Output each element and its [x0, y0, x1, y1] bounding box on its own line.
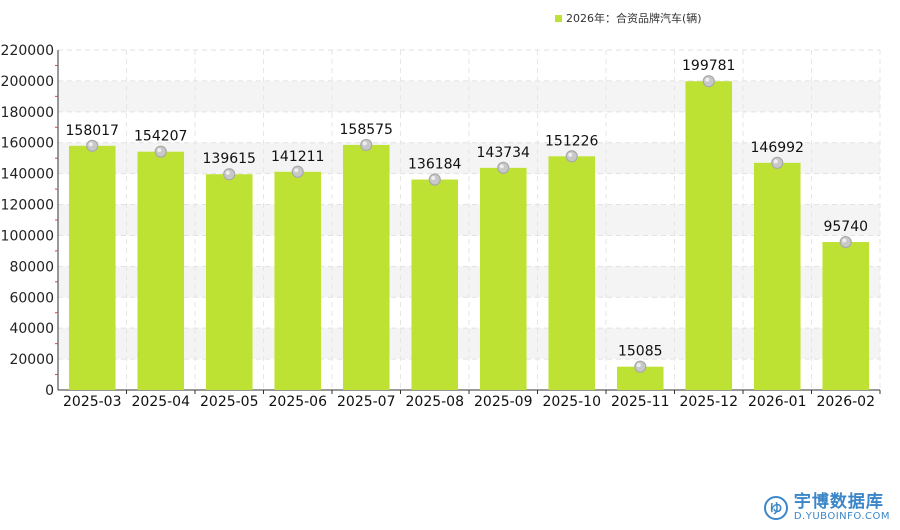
bar: [411, 179, 459, 390]
y-tick-label: 80000: [9, 259, 54, 275]
x-tick-label: 2025-06: [269, 394, 328, 410]
value-label: 199781: [682, 58, 735, 74]
y-tick-label: 180000: [1, 105, 54, 121]
x-tick-label: 2025-12: [680, 394, 739, 410]
watermark-url: D.YUBOINFO.COM: [793, 510, 890, 522]
point-marker: [86, 139, 99, 152]
point-marker-highlight: [773, 159, 778, 164]
x-tick-label: 2025-09: [474, 394, 533, 410]
point-marker: [839, 235, 852, 249]
point-marker: [565, 150, 578, 163]
legend-label: 2026年：合资品牌汽车(辆): [566, 12, 702, 25]
y-tick-label: 20000: [9, 352, 54, 368]
y-tick-label: 220000: [1, 43, 54, 59]
bar: [616, 366, 664, 390]
x-tick-label: 2026-01: [748, 394, 807, 410]
value-label: 95740: [823, 219, 868, 235]
point-marker-highlight: [225, 170, 230, 175]
point-marker-highlight: [842, 238, 847, 243]
value-label: 154207: [134, 129, 187, 145]
x-tick-label: 2025-03: [63, 394, 122, 410]
point-marker-highlight: [568, 152, 573, 157]
x-tick-label: 2025-05: [200, 394, 259, 410]
point-marker: [497, 161, 510, 174]
bar: [205, 174, 253, 390]
point-marker: [360, 138, 373, 152]
x-tick-label: 2025-04: [132, 394, 191, 410]
bar: [274, 171, 322, 390]
value-label: 143734: [477, 145, 531, 161]
point-marker: [223, 168, 236, 181]
point-marker-highlight: [499, 164, 504, 169]
value-label: 158575: [340, 122, 393, 138]
bar: [685, 81, 733, 390]
value-label: 158017: [66, 123, 119, 139]
value-label: 136184: [408, 157, 462, 173]
bar: [753, 162, 801, 390]
legend[interactable]: 2026年：合资品牌汽车(辆): [555, 10, 702, 26]
y-tick-label: 100000: [1, 228, 54, 244]
value-label: 139615: [203, 151, 256, 167]
grid-band: [58, 266, 880, 298]
value-label: 141211: [271, 149, 324, 165]
point-marker-highlight: [705, 77, 710, 82]
x-tick-label: 2025-11: [611, 394, 670, 410]
point-marker-highlight: [431, 176, 436, 181]
y-tick-label: 120000: [1, 198, 54, 214]
point-marker: [291, 165, 304, 178]
bar: [137, 151, 185, 390]
y-tick-label: 160000: [1, 136, 54, 152]
watermark: ゆ 宇博数据库 D.YUBOINFO.COM: [763, 491, 890, 522]
y-tick-label: 0: [45, 383, 54, 399]
point-marker-highlight: [88, 142, 93, 147]
y-tick-label: 60000: [9, 290, 54, 306]
point-marker: [771, 156, 784, 169]
point-marker-highlight: [636, 363, 641, 368]
y-tick-label: 40000: [9, 321, 54, 337]
y-tick-label: 200000: [1, 74, 54, 90]
bar: [479, 167, 527, 390]
bar: [342, 144, 390, 390]
yubo-logo-icon: ゆ: [763, 495, 788, 520]
legend-swatch: [555, 14, 562, 22]
value-label: 146992: [751, 140, 804, 156]
x-tick-label: 2026-02: [817, 394, 876, 410]
x-tick-label: 2025-07: [337, 394, 396, 410]
value-label: 151226: [545, 133, 599, 149]
point-marker: [702, 75, 715, 88]
point-marker: [428, 173, 441, 186]
point-marker-highlight: [157, 148, 162, 153]
bar: [548, 156, 596, 390]
point-marker: [634, 360, 647, 373]
point-marker-highlight: [294, 168, 299, 173]
watermark-name: 宇博数据库: [793, 491, 884, 512]
x-tick-label: 2025-08: [406, 394, 465, 410]
value-label: 15085: [618, 344, 663, 360]
y-tick-label: 140000: [1, 167, 54, 183]
point-marker: [154, 145, 167, 158]
bar: [822, 242, 870, 390]
bar: [68, 145, 116, 390]
point-marker-highlight: [362, 141, 367, 146]
x-tick-label: 2025-10: [543, 394, 602, 410]
